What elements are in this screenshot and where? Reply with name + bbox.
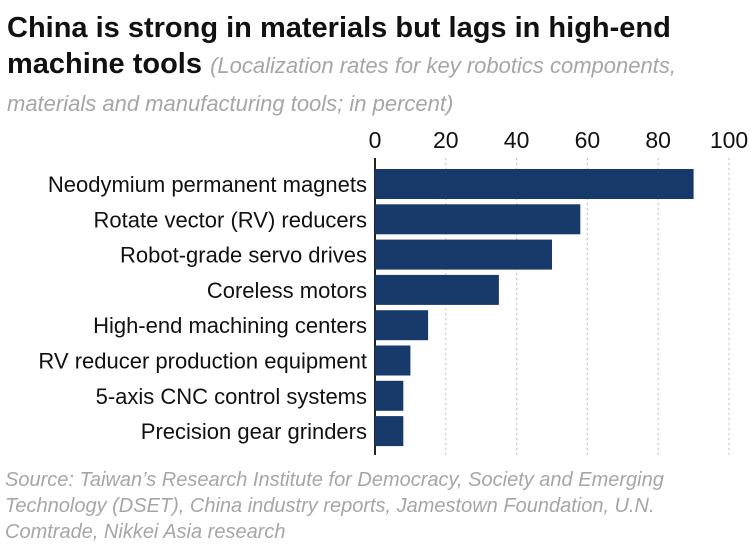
category-labels: Neodymium permanent magnets Rotate vector… (38, 172, 367, 444)
category-label: Precision gear grinders (141, 419, 367, 444)
bar (375, 345, 411, 376)
bar-chart: 0 20 40 60 80 100 Neodymium permanent magnets… (38, 127, 749, 455)
x-tick-label: 60 (575, 127, 601, 153)
x-tick-labels: 0 20 40 60 80 100 (369, 127, 749, 153)
x-tick-label: 100 (710, 127, 748, 153)
x-tick-label: 0 (369, 127, 382, 153)
x-tick-label: 40 (504, 127, 530, 153)
bar (375, 416, 404, 447)
bars (375, 169, 694, 447)
bar (375, 204, 581, 235)
category-label: Coreless motors (207, 278, 367, 303)
bar (375, 274, 499, 305)
headline: China is strong in materials but lags in… (7, 10, 743, 122)
chart-title: China is strong in materials but lags in… (7, 12, 671, 80)
category-label: Robot-grade servo drives (120, 243, 367, 268)
x-tick-label: 80 (645, 127, 671, 153)
bar (375, 239, 552, 270)
category-label: High-end machining centers (93, 313, 367, 338)
bar (375, 169, 694, 199)
chart-subtitle: (Localization rates for key robotics com… (7, 53, 676, 116)
category-label: RV reducer production equipment (38, 349, 367, 374)
category-label: Neodymium permanent magnets (48, 172, 367, 197)
category-label: Rotate vector (RV) reducers (94, 207, 367, 232)
x-tick-label: 20 (433, 127, 459, 153)
category-label: 5-axis CNC control systems (96, 384, 367, 409)
bar (375, 310, 429, 341)
gridlines (374, 158, 730, 455)
bar (375, 380, 404, 411)
source-note: Source: Taiwan’s Research Institute for … (5, 469, 664, 543)
